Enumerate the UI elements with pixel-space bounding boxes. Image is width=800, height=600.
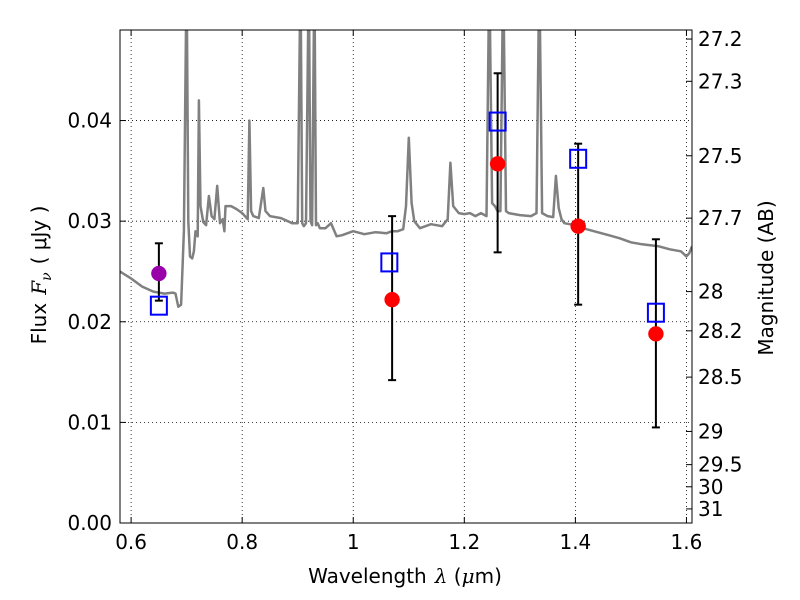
y-axis-label-unit: ( μJy )	[27, 206, 51, 265]
open-square-point	[149, 295, 168, 316]
filled-circle-point	[384, 291, 400, 308]
x-axis-label-unit-open: (	[447, 564, 461, 588]
y-tick-label: 0.02	[67, 310, 112, 334]
x-axis-label-symbol: λ	[434, 564, 448, 588]
grid	[120, 30, 692, 524]
ticks: 0.6 0.8 1 1.2 1.4 1.6 0.00 0.01 0.02 0.03 0.04 27.2…	[67, 27, 742, 554]
y-tick-label: 0.03	[67, 209, 112, 233]
y2-tick-label: 29.5	[698, 453, 743, 477]
x-axis-label-unit-rest: m)	[475, 564, 502, 588]
y-axis-label-subscript: ν	[39, 272, 55, 281]
y2-tick-label: 30	[698, 475, 723, 499]
y2-tick-label: 31	[698, 497, 723, 521]
model-spectrum	[120, 30, 692, 308]
plot-frame	[119, 29, 693, 524]
x-tick-label: 1.6	[671, 530, 703, 554]
y-axis-label-symbol: F	[27, 280, 51, 296]
y2-tick-label: 28.5	[698, 365, 743, 389]
y2-tick-label: 27.7	[698, 206, 743, 230]
error-bars	[154, 72, 660, 429]
y-tick-label: 0.04	[67, 109, 112, 133]
y2-tick-label: 28	[698, 280, 723, 304]
y2-tick-label: 27.3	[698, 69, 743, 93]
open-square-point	[646, 302, 665, 323]
y2-tick-label: 27.2	[698, 27, 743, 51]
filled-circle-point	[151, 265, 167, 282]
y2-axis-label: Magnitude (AB)	[754, 200, 778, 355]
y2-tick-label: 27.5	[698, 144, 743, 168]
x-tick-label: 0.8	[226, 530, 258, 554]
open-square-point	[488, 111, 507, 132]
filled-circle-point	[489, 156, 506, 172]
y-tick-label: 0.01	[67, 410, 112, 434]
x-axis-label-prefix: Wavelength	[308, 564, 427, 588]
filled-circle-point	[570, 218, 586, 234]
filled-circle-point	[648, 326, 664, 342]
spectrum-line	[120, 30, 692, 308]
x-tick-label: 1.2	[448, 530, 480, 554]
y-axis-label-prefix: Flux	[27, 303, 51, 345]
y-axis-label: Flux Fν ( μJy )	[27, 206, 55, 345]
y2-tick-label: 28.2	[698, 319, 743, 343]
open-square-point	[569, 148, 588, 169]
x-tick-label: 1	[347, 530, 360, 554]
x-axis-label: Wavelength λ (μm)	[308, 564, 502, 588]
x-tick-label: 1.4	[559, 530, 591, 554]
x-tick-label: 0.6	[115, 530, 147, 554]
y-tick-label: 0.00	[67, 511, 112, 535]
data-points	[149, 111, 665, 342]
y2-tick-label: 29	[698, 419, 723, 443]
open-square-point	[380, 252, 399, 273]
x-axis-label-unit-mu: μ	[462, 564, 475, 588]
